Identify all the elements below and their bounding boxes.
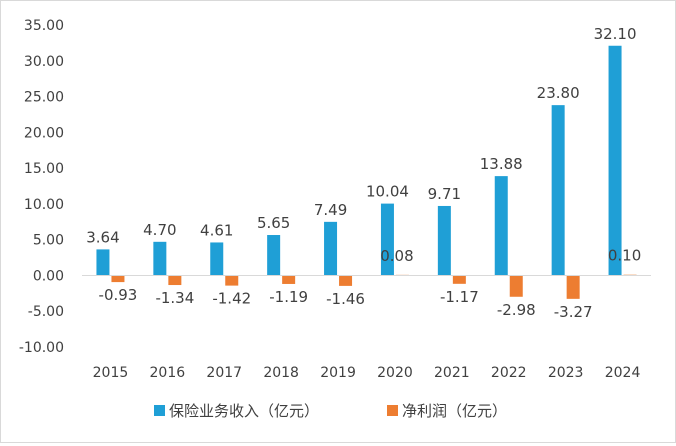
bars-group bbox=[96, 45, 637, 299]
bar-net-profit-2023 bbox=[566, 275, 580, 299]
y-tick-label: 35.00 bbox=[24, 18, 64, 34]
data-label-revenue-2024: 32.10 bbox=[594, 25, 637, 43]
data-label-revenue-2023: 23.80 bbox=[537, 84, 580, 102]
x-tick-label: 2018 bbox=[263, 365, 299, 381]
bar-net-profit-2016 bbox=[168, 275, 182, 286]
data-label-revenue-2022: 13.88 bbox=[480, 155, 523, 173]
data-label-revenue-2021: 9.71 bbox=[428, 185, 461, 203]
bar-net-profit-2017 bbox=[225, 275, 239, 286]
legend-swatch-net-profit bbox=[387, 405, 398, 416]
bar-revenue-2024 bbox=[608, 45, 622, 276]
legend: 保险业务收入（亿元） 净利润（亿元） bbox=[154, 402, 507, 420]
x-tick-label: 2019 bbox=[320, 365, 356, 381]
bar-revenue-2016 bbox=[153, 241, 167, 276]
y-tick-label: 15.00 bbox=[24, 161, 64, 177]
bar-revenue-2021 bbox=[437, 205, 451, 276]
data-label-net-profit-2021: -1.17 bbox=[440, 288, 479, 306]
x-tick-label: 2021 bbox=[434, 365, 470, 381]
data-label-net-profit-2016: -1.34 bbox=[155, 289, 194, 307]
bar-net-profit-2019 bbox=[339, 275, 353, 286]
data-label-revenue-2017: 4.61 bbox=[200, 221, 233, 239]
bar-revenue-2017 bbox=[210, 242, 224, 276]
x-tick-label: 2015 bbox=[93, 365, 129, 381]
x-tick-label: 2016 bbox=[150, 365, 186, 381]
data-label-net-profit-2017: -1.42 bbox=[212, 290, 251, 308]
bar-revenue-2020 bbox=[380, 203, 394, 276]
y-tick-label: 0.00 bbox=[33, 268, 64, 284]
bar-revenue-2019 bbox=[324, 221, 338, 276]
bar-revenue-2018 bbox=[267, 235, 281, 276]
y-tick-label: -5.00 bbox=[28, 304, 64, 320]
legend-swatch-revenue bbox=[154, 405, 165, 416]
x-tick-label: 2022 bbox=[491, 365, 527, 381]
data-label-net-profit-2015: -0.93 bbox=[99, 286, 138, 304]
y-tick-label: 30.00 bbox=[24, 54, 64, 70]
bar-revenue-2015 bbox=[96, 249, 110, 276]
bar-net-profit-2015 bbox=[111, 275, 125, 283]
data-label-revenue-2015: 3.64 bbox=[86, 228, 119, 246]
data-label-net-profit-2023: -3.27 bbox=[554, 303, 593, 321]
bar-revenue-2023 bbox=[551, 105, 565, 276]
x-tick-label: 2024 bbox=[605, 365, 641, 381]
x-axis: 2015 2016 2017 2018 2019 2020 2021 2022 2023 2024 bbox=[93, 365, 641, 381]
data-label-revenue-2020: 10.04 bbox=[366, 183, 409, 201]
y-tick-label: 5.00 bbox=[33, 233, 64, 249]
data-label-revenue-2016: 4.70 bbox=[143, 221, 176, 239]
x-tick-label: 2023 bbox=[548, 365, 584, 381]
y-tick-label: -10.00 bbox=[19, 340, 64, 356]
y-tick-label: 10.00 bbox=[24, 197, 64, 213]
data-labels-group: 3.64 -0.93 4.70 -1.34 4.61 -1.42 5.65 -1.19 7.49… bbox=[86, 25, 641, 321]
data-label-net-profit-2022: -2.98 bbox=[497, 301, 536, 319]
bar-revenue-2022 bbox=[494, 176, 508, 276]
data-label-revenue-2019: 7.49 bbox=[314, 201, 347, 219]
y-axis: -10.00 -5.00 0.00 5.00 10.00 15.00 20.00 25.00 3… bbox=[19, 18, 64, 356]
data-label-net-profit-2024: 0.10 bbox=[608, 247, 641, 265]
bar-net-profit-2021 bbox=[452, 275, 466, 284]
legend-label-net-profit: 净利润（亿元） bbox=[402, 402, 507, 420]
legend-label-revenue: 保险业务收入（亿元） bbox=[169, 402, 319, 420]
x-tick-label: 2020 bbox=[377, 365, 413, 381]
data-label-net-profit-2018: -1.19 bbox=[269, 288, 308, 306]
data-label-net-profit-2019: -1.46 bbox=[326, 290, 365, 308]
y-tick-label: 25.00 bbox=[24, 90, 64, 106]
bar-net-profit-2018 bbox=[282, 275, 296, 284]
y-tick-label: 20.00 bbox=[24, 125, 64, 141]
x-tick-label: 2017 bbox=[206, 365, 242, 381]
data-label-net-profit-2020: 0.08 bbox=[380, 247, 413, 265]
data-label-revenue-2018: 5.65 bbox=[257, 214, 290, 232]
bar-net-profit-2022 bbox=[509, 275, 523, 297]
